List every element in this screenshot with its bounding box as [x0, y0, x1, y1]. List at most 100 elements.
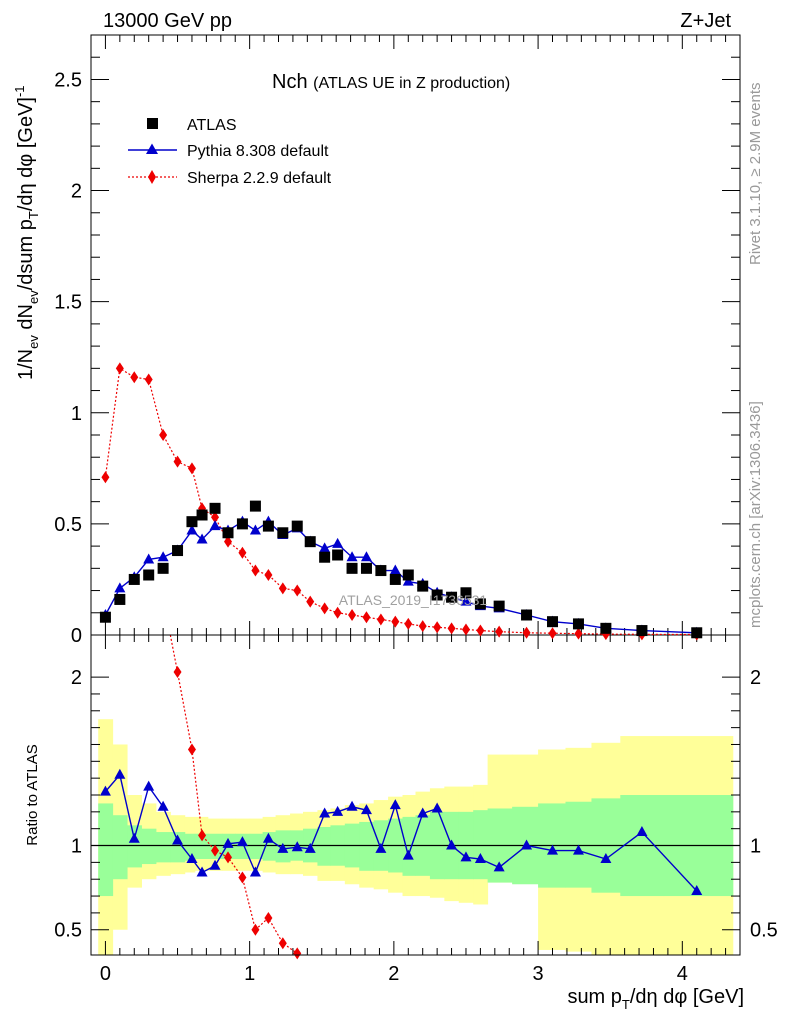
sherpa-point — [333, 606, 342, 619]
pythia-ratio-point — [360, 804, 372, 815]
pythia-ratio-point — [332, 805, 344, 816]
chart-title: Nch (ATLAS UE in Z production) — [272, 71, 510, 93]
atlas-point — [262, 520, 274, 532]
pythia-ratio-point — [547, 844, 559, 855]
sherpa-point — [251, 564, 260, 577]
title-main: Nch — [272, 71, 308, 93]
atlas-point — [636, 625, 648, 637]
ratio-band-green — [155, 832, 171, 863]
x-tick-label: 3 — [533, 963, 544, 985]
sherpa-point — [548, 627, 557, 640]
pythia-ratio-point — [402, 849, 414, 860]
pythia-ratio-point — [691, 885, 703, 895]
sherpa-point — [238, 546, 247, 559]
legend-pythia-marker — [146, 143, 158, 154]
sherpa-point — [418, 620, 427, 633]
energy-label: 13000 GeV pp — [103, 10, 232, 32]
ratio-y-axis-label: Ratio to ATLAS — [24, 744, 41, 845]
sherpa-ratio-point — [187, 743, 196, 756]
main-y-tick-label: 2.5 — [54, 69, 82, 91]
ratio-series-group — [99, 634, 703, 960]
sherpa-point — [130, 371, 139, 384]
pythia-ratio-point — [236, 836, 248, 847]
ratio-band-green — [112, 815, 128, 880]
pythia-ratio-point — [446, 839, 458, 850]
atlas-point — [332, 549, 344, 561]
main-y-tick-label: 0.5 — [54, 514, 82, 536]
pythia-ratio-point — [460, 851, 472, 862]
main-y-tick-label: 2 — [71, 181, 82, 203]
atlas-point — [474, 598, 486, 610]
sherpa-ratio-point — [211, 844, 220, 857]
pythia-point — [249, 524, 261, 535]
sherpa-point — [320, 602, 329, 615]
title-subtitle: (ATLAS UE in Z production) — [313, 75, 510, 92]
sherpa-point — [476, 624, 485, 637]
main-y-tick-label: 0 — [71, 625, 82, 647]
pythia-point — [114, 582, 126, 593]
atlas-point — [547, 616, 559, 628]
sherpa-ratio-point — [264, 911, 273, 924]
pythia-ratio-point — [291, 841, 303, 852]
process-label: Z+Jet — [680, 10, 731, 32]
pythia-point — [332, 537, 344, 548]
sherpa-point — [376, 613, 385, 626]
ratio-band-green — [317, 827, 331, 866]
atlas-point — [572, 618, 584, 630]
sherpa-point — [264, 569, 273, 581]
atlas-point — [143, 569, 155, 581]
atlas-point — [460, 587, 472, 599]
mcplots-side-label: mcplots.cern.ch [arXiv:1306.3436] — [747, 401, 764, 628]
pythia-ratio-point — [417, 807, 429, 818]
atlas-point — [389, 573, 401, 585]
pythia-point — [143, 553, 155, 564]
pythia-point — [157, 551, 169, 562]
pythia-ratio-point — [143, 780, 155, 791]
x-axis-label: sum pT/dη dφ [GeV] — [567, 986, 744, 1012]
pythia-point — [186, 524, 198, 535]
sherpa-point — [187, 462, 196, 475]
ratio-y-tick-label-right: 0.5 — [750, 920, 778, 942]
atlas-point — [417, 580, 429, 592]
pythia-ratio-point — [431, 802, 443, 813]
rivet-side-label: Rivet 3.1.10, ≥ 2.9M events — [747, 83, 764, 266]
atlas-point — [304, 536, 316, 548]
atlas-point — [157, 562, 169, 574]
sherpa-point — [461, 623, 470, 636]
sherpa-ratio-point — [173, 666, 182, 679]
ratio-axis-ticks: 0 1 2 3 4 0.5 0.5 1 1 2 2 — [54, 635, 778, 985]
legend-atlas-label: ATLAS — [187, 117, 237, 134]
atlas-point — [172, 545, 184, 557]
sherpa-point — [144, 373, 153, 386]
atlas-point — [114, 593, 126, 605]
sherpa-point — [159, 429, 168, 441]
pythia-point — [319, 542, 331, 553]
atlas-point — [99, 611, 111, 623]
pythia-ratio-point — [157, 800, 169, 811]
atlas-point — [691, 627, 703, 639]
pythia-ratio-point — [304, 842, 316, 853]
ratio-band-green — [473, 810, 489, 880]
atlas-point — [209, 502, 221, 514]
legend-sherpa-label: Sherpa 2.2.9 default — [187, 170, 332, 187]
pythia-ratio-point — [493, 861, 505, 872]
pythia-ratio-point — [521, 839, 533, 850]
sherpa-point — [574, 627, 583, 640]
sherpa-ratio-point — [251, 923, 260, 936]
pythia-ratio-point — [114, 768, 126, 779]
sherpa-ratio-point — [278, 937, 287, 950]
atlas-point — [600, 622, 612, 634]
main-panel-frame — [90, 34, 741, 636]
ratio-band-green — [249, 833, 264, 859]
sherpa-point — [348, 609, 357, 621]
pythia-ratio-point — [600, 853, 612, 863]
pythia-point — [346, 551, 358, 562]
atlas-point — [291, 520, 303, 532]
ratio-band-green — [194, 833, 209, 859]
sherpa-point — [495, 625, 504, 638]
atlas-point — [446, 591, 458, 603]
atlas-point — [277, 527, 289, 539]
x-tick-label: 4 — [677, 963, 688, 985]
pythia-ratio-point — [172, 834, 184, 845]
legend-pythia-label: Pythia 8.308 default — [187, 143, 329, 160]
